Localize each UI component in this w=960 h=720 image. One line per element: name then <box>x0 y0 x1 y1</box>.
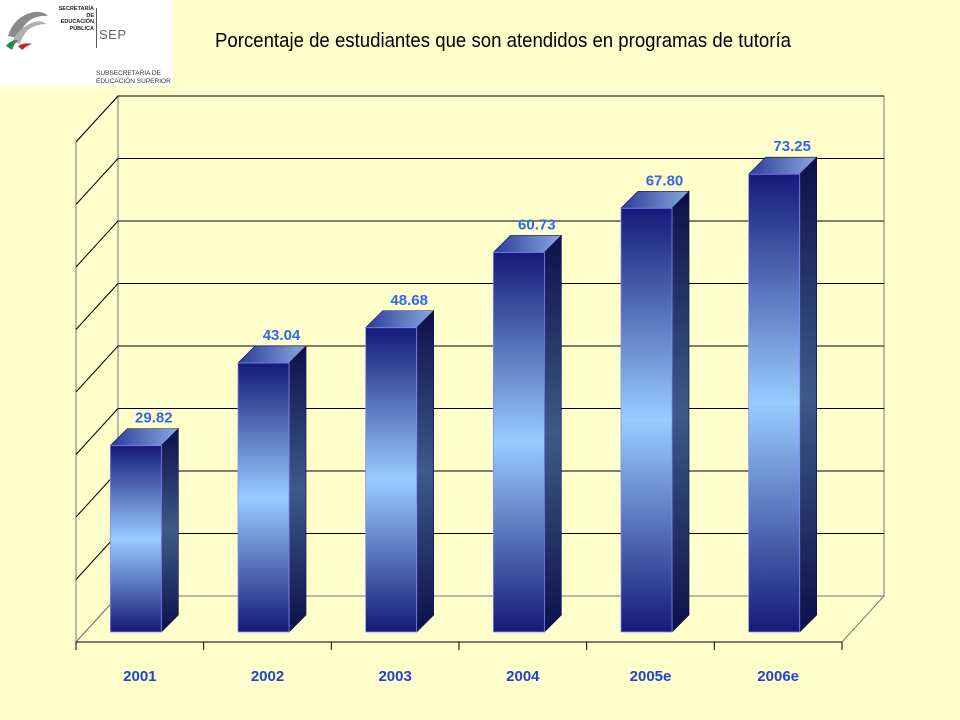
x-tick-label: 2003 <box>378 668 411 685</box>
bar-front <box>109 445 162 633</box>
bar-side <box>671 190 690 633</box>
sep-wordmark: SEP <box>99 27 127 42</box>
bar-front <box>237 362 290 633</box>
gridline-side <box>75 283 119 330</box>
data-label: 29.82 <box>135 410 173 427</box>
x-tick-label: 2005e <box>630 668 672 685</box>
bar-side <box>288 345 307 633</box>
data-label: 60.73 <box>518 216 556 233</box>
logo-divider <box>96 8 97 48</box>
bar-2004: 60.73 <box>492 216 563 633</box>
gridline-side <box>75 345 119 393</box>
subsecretaria-text: SUBSECRETARIA DE EDUCACION SUPERIOR <box>96 70 171 85</box>
gridline-side <box>75 408 119 455</box>
x-tick-label: 2006e <box>757 668 799 685</box>
bar-2005e: 67.80 <box>620 172 690 633</box>
bar-2001: 29.82 <box>109 410 180 633</box>
x-tick-label: 2004 <box>506 668 540 685</box>
bar-side <box>799 156 818 633</box>
bar-2002: 43.04 <box>237 327 307 633</box>
chart-bars: 29.82 43.04 48.68 60.73 67.80 73.25 <box>109 138 818 633</box>
gridline-side <box>75 220 119 268</box>
bar-front <box>620 207 673 633</box>
x-tick-label: 2001 <box>123 668 156 685</box>
sep-logo: SECRETARÍA DE EDUCACIÓN PÚBLICA SEP SUBS… <box>0 0 172 86</box>
gridline-side <box>75 95 119 143</box>
bar-2006e: 73.25 <box>747 138 818 633</box>
bar-side <box>416 310 435 633</box>
chart-title: Porcentaje de estudiantes que son atendi… <box>215 30 791 52</box>
data-label: 73.25 <box>773 138 811 155</box>
data-label: 67.80 <box>646 172 684 189</box>
bar-front <box>748 173 801 633</box>
x-tick-label: 2002 <box>251 668 284 685</box>
x-axis: 2001 2002 2003 2004 2005e 2006e <box>75 641 843 685</box>
bar-2003: 48.68 <box>364 292 435 633</box>
bar-front <box>365 327 418 633</box>
eagle-emblem-icon <box>6 11 48 50</box>
gridline-side <box>75 158 119 205</box>
data-label: 48.68 <box>390 292 428 309</box>
bar-side <box>161 427 179 633</box>
secretaria-text: SECRETARÍA DE EDUCACIÓN PÚBLICA <box>58 6 94 32</box>
bar-side <box>544 234 562 633</box>
bar-front <box>492 252 545 633</box>
data-label: 43.04 <box>263 327 301 344</box>
